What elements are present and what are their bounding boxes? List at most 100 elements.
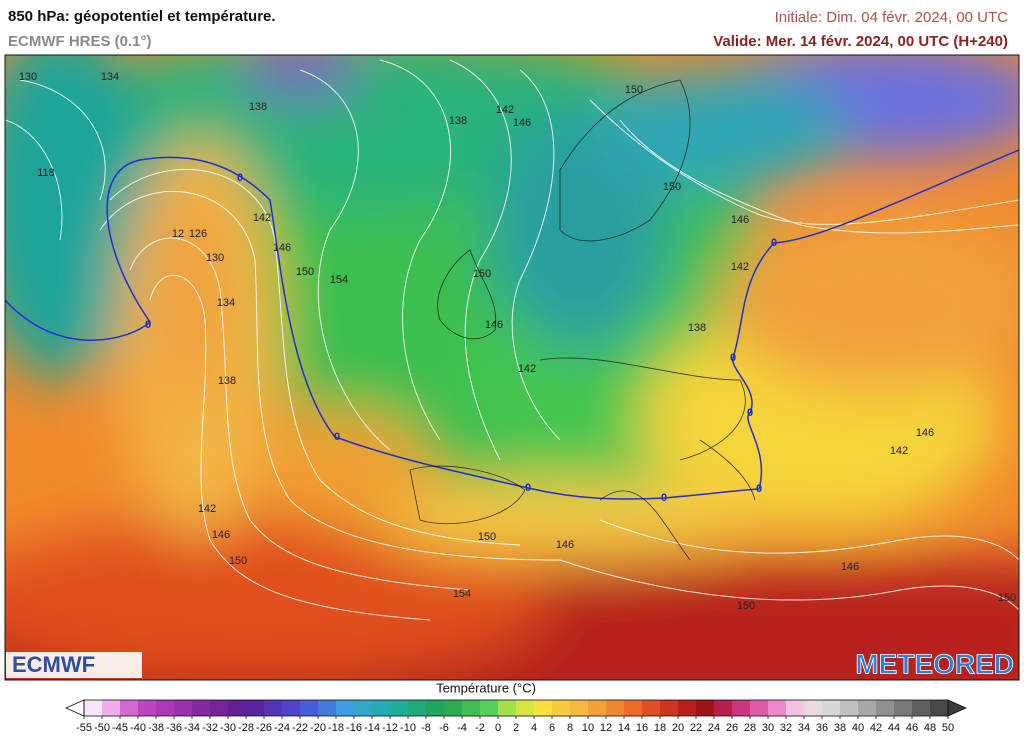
colorbar-tick-label: 46 — [906, 722, 918, 734]
isotherm-label: 0 — [661, 492, 667, 504]
contour-label: 150 — [737, 600, 755, 612]
contour-label: 130 — [206, 252, 224, 264]
colorbar-tick-label: 44 — [888, 722, 900, 734]
colorbar-swatch — [534, 700, 553, 716]
valid-time: Valide: Mer. 14 févr. 2024, 00 UTC (H+24… — [713, 33, 1008, 50]
colorbar-swatch — [642, 700, 661, 716]
colorbar-tick-label: -4 — [457, 722, 467, 734]
contour-label: 146 — [485, 319, 503, 331]
colorbar-tick-label: -26 — [256, 722, 272, 734]
contour-label: 150 — [625, 84, 643, 96]
colorbar-arrow-right — [947, 699, 967, 717]
contour-label: 138 — [249, 101, 267, 113]
colorbar-tick-label: 40 — [852, 722, 864, 734]
contour-label: 142 — [731, 261, 749, 273]
colorbar-swatch — [606, 700, 625, 716]
colorbar-tick-label: 50 — [942, 722, 954, 734]
colorbar-swatch — [570, 700, 589, 716]
colorbar-tick-label: 30 — [762, 722, 774, 734]
contour-label: 138 — [688, 322, 706, 334]
colorbar-tick-label: 34 — [798, 722, 810, 734]
colorbar-swatch — [840, 700, 859, 716]
colorbar-swatch — [768, 700, 787, 716]
colorbar-swatch — [318, 700, 337, 716]
contour-label: 146 — [556, 539, 574, 551]
colorbar-tick-label: 22 — [690, 722, 702, 734]
colorbar-tick-label: -8 — [421, 722, 431, 734]
contour-label: 130 — [19, 71, 37, 83]
colorbar-swatch — [372, 700, 391, 716]
colorbar-swatch — [480, 700, 499, 716]
colorbar-tick-label: 36 — [816, 722, 828, 734]
meteored-logo: METEORED — [855, 648, 1014, 679]
colorbar-tick-label: -10 — [400, 722, 416, 734]
ecmwf-logo: ECMWF — [12, 652, 95, 677]
colorbar-swatch — [552, 700, 571, 716]
colorbar-swatch — [102, 700, 121, 716]
colorbar-tick-label: 18 — [654, 722, 666, 734]
colorbar: -55 -50 -45 -40 -38 -36 -34 -32 -30 -28 -26 -24 -22-… — [65, 699, 967, 734]
contour-label: 154 — [330, 274, 348, 286]
contour-label: 126 — [189, 228, 207, 240]
contour-label: 150 — [478, 531, 496, 543]
colorbar-title: Température (°C) — [436, 680, 536, 695]
isotherm-label: 0 — [145, 319, 151, 331]
colorbar-swatch — [462, 700, 481, 716]
colorbar-swatch — [804, 700, 823, 716]
colorbar-tick-label: 48 — [924, 722, 936, 734]
colorbar-tick-label: -32 — [202, 722, 218, 734]
colorbar-tick-label: -45 — [112, 722, 128, 734]
contour-label: 134 — [217, 297, 235, 309]
contour-label: 146 — [513, 117, 531, 129]
contour-label: 150 — [998, 592, 1016, 604]
colorbar-swatch — [822, 700, 841, 716]
colorbar-swatch — [444, 700, 463, 716]
colorbar-swatch — [930, 700, 949, 716]
colorbar-tick-label: -6 — [439, 722, 449, 734]
colorbar-tick-label: -20 — [310, 722, 326, 734]
colorbar-swatch — [408, 700, 427, 716]
colorbar-tick-label: 0 — [495, 722, 501, 734]
colorbar-tick-label: 26 — [726, 722, 738, 734]
contour-label: 138 — [218, 375, 236, 387]
colorbar-tick-label: 6 — [549, 722, 555, 734]
colorbar-swatch — [138, 700, 157, 716]
colorbar-swatch — [282, 700, 301, 716]
colorbar-swatch — [732, 700, 751, 716]
colorbar-tick-label: -38 — [148, 722, 164, 734]
colorbar-tick-label: -40 — [130, 722, 146, 734]
contour-label: 12 — [172, 228, 184, 240]
colorbar-tick-label: 28 — [744, 722, 756, 734]
colorbar-swatch — [894, 700, 913, 716]
colorbar-swatch — [336, 700, 355, 716]
isotherm-label: 0 — [747, 407, 753, 419]
colorbar-tick-label: 32 — [780, 722, 792, 734]
isotherm-label: 0 — [756, 483, 762, 495]
colorbar-swatch — [516, 700, 535, 716]
colorbar-swatch — [696, 700, 715, 716]
colorbar-swatch — [174, 700, 193, 716]
isotherm-label: 0 — [237, 172, 243, 184]
colorbar-swatch — [588, 700, 607, 716]
contour-label: 138 — [449, 115, 467, 127]
colorbar-tick-label: 24 — [708, 722, 720, 734]
colorbar-arrow-left — [65, 699, 85, 717]
colorbar-swatch — [858, 700, 877, 716]
contour-label: 146 — [916, 427, 934, 439]
colorbar-tick-label: -22 — [292, 722, 308, 734]
colorbar-tick-label: -28 — [238, 722, 254, 734]
isotherm-label: 0 — [730, 352, 736, 364]
model: ECMWF HRES (0.1°) — [8, 33, 152, 50]
contour-label: 146 — [731, 214, 749, 226]
contour-label: 134 — [101, 71, 119, 83]
colorbar-swatch — [678, 700, 697, 716]
colorbar-tick-label: 4 — [531, 722, 537, 734]
colorbar-tick-label: 42 — [870, 722, 882, 734]
colorbar-tick-label: -18 — [328, 722, 344, 734]
colorbar-tick-label: 14 — [618, 722, 630, 734]
contour-label: 150 — [473, 268, 491, 280]
colorbar-swatch — [354, 700, 373, 716]
colorbar-tick-label: -34 — [184, 722, 200, 734]
colorbar-swatch — [912, 700, 931, 716]
